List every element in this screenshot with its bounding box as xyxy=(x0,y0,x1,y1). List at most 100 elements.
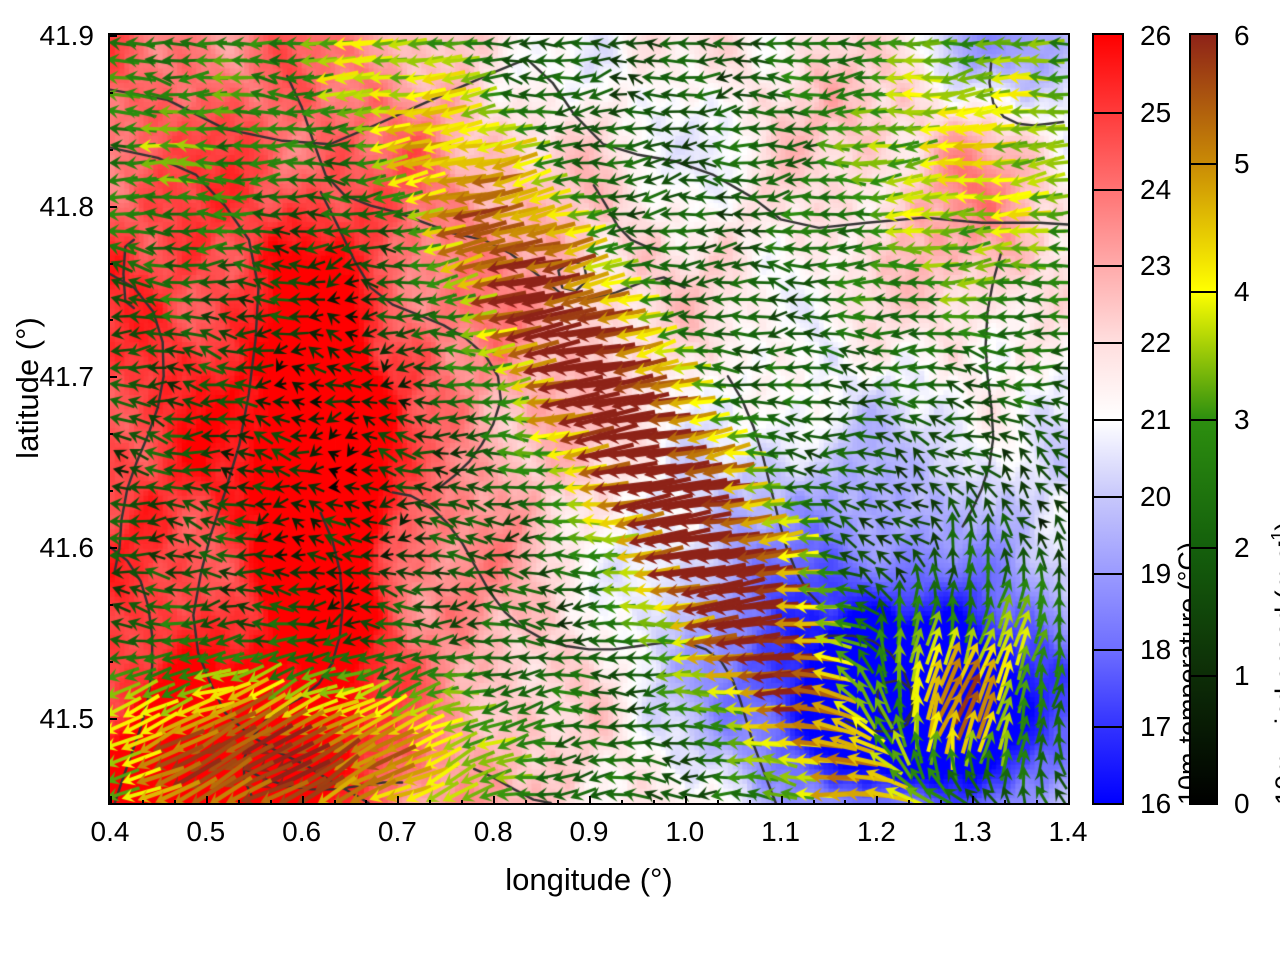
x-axis-minor-tick xyxy=(237,800,240,805)
y-axis-minor-tick xyxy=(108,91,113,94)
x-axis-tick-mark xyxy=(684,796,687,805)
x-axis-minor-tick xyxy=(269,800,272,805)
y-axis-tick-label: 41.6 xyxy=(39,532,95,563)
x-axis-tick-mark xyxy=(397,796,400,805)
x-axis-minor-tick xyxy=(525,800,528,805)
x-axis-minor-tick xyxy=(173,800,176,805)
x-axis-tick-mark xyxy=(780,796,783,805)
x-axis-tick-mark xyxy=(589,796,591,805)
y-axis-minor-tick xyxy=(108,660,113,663)
x-axis-minor-tick xyxy=(429,800,432,805)
y-axis-tick-mark xyxy=(108,717,117,720)
colorbar-tick-dash xyxy=(1092,419,1124,421)
x-axis-minor-tick xyxy=(557,800,560,805)
wind-colorbar-title-exponent: -1 xyxy=(1267,530,1280,547)
x-axis-tick-mark xyxy=(972,796,975,805)
x-axis-tick-mark xyxy=(110,796,112,805)
wind-colorbar-title-tail: ) xyxy=(1270,522,1280,531)
y-axis-tick-mark xyxy=(108,205,117,208)
colorbar-tick-label: 20 xyxy=(1140,480,1172,512)
colorbar-tick-dash xyxy=(1092,342,1124,345)
colorbar-tick-dash xyxy=(1189,291,1218,293)
colorbar-tick-dash xyxy=(1092,726,1124,729)
colorbar-tick-dash xyxy=(1189,419,1218,421)
colorbar-tick-label: 21 xyxy=(1140,404,1172,435)
x-axis-tick-mark xyxy=(493,796,496,805)
wind-speed-colorbar-title: 10m-wind speed (m s-1) xyxy=(1267,522,1280,805)
colorbar-tick-label: 0 xyxy=(1234,788,1250,819)
colorbar-tick-dash xyxy=(1092,495,1124,498)
x-axis-minor-tick xyxy=(748,800,751,805)
y-axis-tick-mark xyxy=(108,35,117,37)
colorbar-tick-label: 16 xyxy=(1140,788,1172,819)
colorbar-tick-label: 6 xyxy=(1234,20,1250,51)
y-axis-minor-tick xyxy=(108,319,113,322)
y-axis-tick-mark xyxy=(108,376,117,379)
wind-colorbar-title-base: 10m-wind speed (m s xyxy=(1270,547,1280,805)
x-axis-tick-mark xyxy=(205,796,208,805)
x-axis-tick-label: 0.5 xyxy=(186,816,226,847)
colorbar-tick-label: 26 xyxy=(1140,20,1172,51)
y-axis-minor-tick xyxy=(108,262,113,265)
x-axis-tick-mark xyxy=(301,796,304,805)
x-axis-minor-tick xyxy=(652,800,655,805)
y-axis-minor-tick xyxy=(108,603,113,606)
wind-vector-layer xyxy=(110,35,1068,803)
colorbar-tick-label: 18 xyxy=(1140,634,1172,666)
colorbar-tick-dash xyxy=(1092,111,1124,114)
colorbar-tick-dash xyxy=(1189,547,1218,549)
colorbar-tick-label: 5 xyxy=(1234,148,1250,179)
y-axis-tick-mark xyxy=(108,547,117,549)
x-axis-tick-label: 0.4 xyxy=(90,816,130,847)
y-axis-minor-tick xyxy=(108,490,113,493)
y-axis-title: latitude (°) xyxy=(10,317,45,459)
x-axis-tick-label: 1.1 xyxy=(761,816,801,847)
x-axis-minor-tick xyxy=(812,800,815,805)
colorbar-tick-label: 4 xyxy=(1234,276,1250,307)
y-axis-tick-label: 41.9 xyxy=(39,20,95,51)
x-axis-minor-tick xyxy=(333,800,336,805)
x-axis-minor-tick xyxy=(461,800,464,805)
colorbar-tick-label: 25 xyxy=(1140,96,1172,128)
colorbar-tick-label: 19 xyxy=(1140,557,1172,589)
x-axis-tick-mark xyxy=(1068,796,1070,805)
colorbar-tick-label: 2 xyxy=(1234,532,1250,563)
colorbar-tick-label: 17 xyxy=(1140,711,1172,743)
y-axis-tick-label: 41.7 xyxy=(39,361,95,393)
x-axis-minor-tick xyxy=(908,800,911,805)
x-axis-minor-tick xyxy=(844,800,847,805)
y-axis-minor-tick xyxy=(108,148,113,151)
colorbar-tick-dash xyxy=(1092,572,1124,575)
x-axis-title: longitude (°) xyxy=(505,862,673,897)
x-axis-minor-tick xyxy=(141,800,144,805)
x-axis-minor-tick xyxy=(1004,800,1007,805)
map-plot-area[interactable] xyxy=(108,33,1070,805)
colorbar-tick-dash xyxy=(1092,649,1124,652)
colorbar-tick-dash xyxy=(1189,675,1218,677)
colorbar-tick-dash xyxy=(1189,163,1218,165)
x-axis-tick-label: 0.9 xyxy=(569,816,609,847)
colorbar-tick-label: 22 xyxy=(1140,327,1172,359)
colorbar-tick-label: 1 xyxy=(1234,660,1250,691)
x-axis-minor-tick xyxy=(620,800,623,805)
x-axis-tick-label: 0.7 xyxy=(377,816,417,847)
x-axis-tick-label: 1.3 xyxy=(952,816,992,847)
colorbar-tick-label: 23 xyxy=(1140,250,1172,282)
x-axis-tick-label: 1.2 xyxy=(856,816,896,847)
y-axis-tick-label: 41.5 xyxy=(39,702,95,734)
colorbar-tick-dash xyxy=(1092,188,1124,191)
x-axis-tick-label: 0.6 xyxy=(282,816,322,847)
x-axis-tick-label: 1.4 xyxy=(1048,816,1088,847)
colorbar-tick-label: 24 xyxy=(1140,173,1172,205)
x-axis-tick-label: 0.8 xyxy=(473,816,513,847)
x-axis-minor-tick xyxy=(716,800,719,805)
x-axis-minor-tick xyxy=(1036,800,1039,805)
y-axis-tick-label: 41.8 xyxy=(39,190,95,222)
x-axis-tick-mark xyxy=(876,796,879,805)
x-axis-minor-tick xyxy=(365,800,368,805)
colorbar-tick-label: 3 xyxy=(1234,404,1250,435)
x-axis-tick-label: 1.0 xyxy=(665,816,705,847)
colorbar-tick-dash xyxy=(1092,265,1124,268)
y-axis-minor-tick xyxy=(108,433,113,436)
